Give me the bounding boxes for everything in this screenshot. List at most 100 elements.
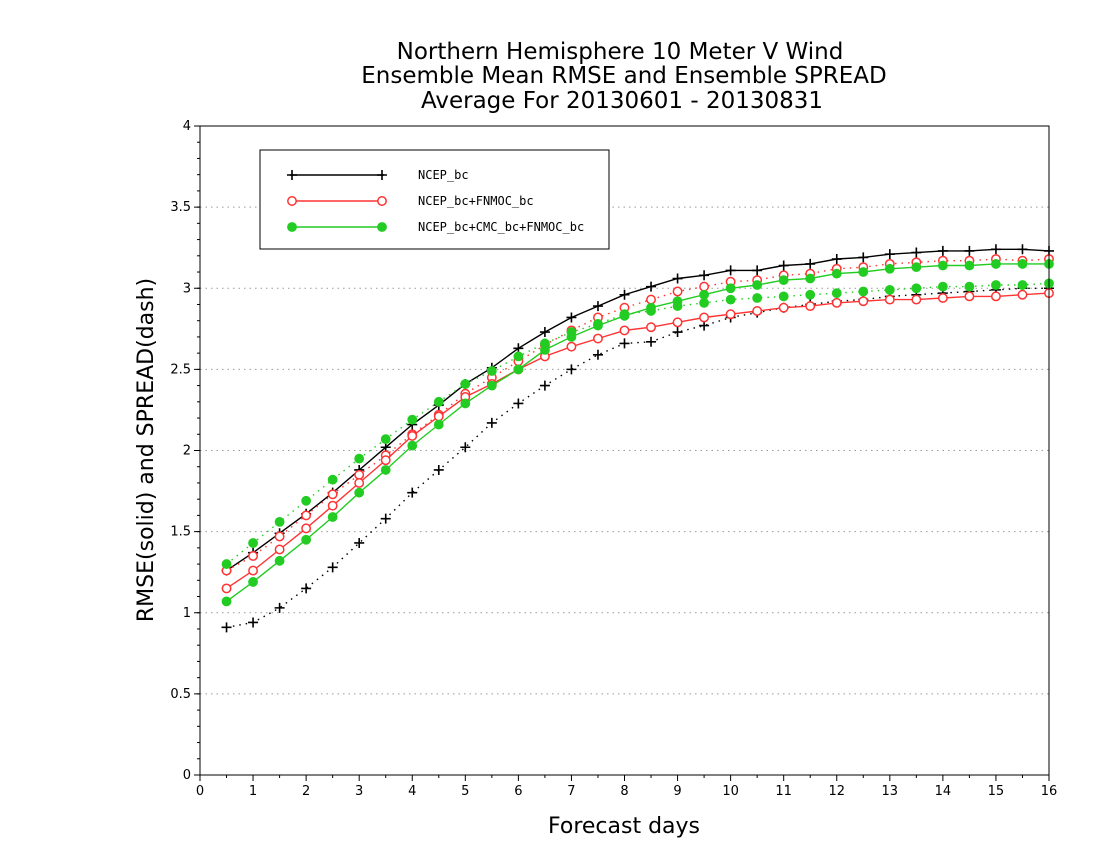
y-tick-label: 3.5 <box>170 200 191 215</box>
filled-circle-marker <box>937 281 948 292</box>
plus-marker <box>699 270 710 281</box>
plus-marker <box>1017 244 1028 255</box>
y-tick-label: 1.5 <box>170 525 191 540</box>
filled-circle-marker <box>831 268 842 279</box>
plus-marker <box>566 312 577 323</box>
filled-circle-marker <box>699 289 709 300</box>
filled-circle-marker <box>377 222 387 232</box>
plus-marker <box>619 289 630 300</box>
spread-line <box>226 287 1049 629</box>
x-tick-label: 15 <box>988 784 1005 799</box>
plus-marker <box>566 364 577 375</box>
open-circle-marker <box>964 291 975 302</box>
plus-marker <box>274 602 285 613</box>
open-circle-marker <box>301 523 312 534</box>
filled-circle-marker <box>619 310 630 321</box>
filled-circle-marker <box>778 275 789 286</box>
x-tick-label: 10 <box>722 784 739 799</box>
plus-marker <box>513 398 524 409</box>
y-tick-label: 3 <box>183 281 191 296</box>
plus-marker <box>380 513 391 524</box>
x-tick-label: 2 <box>302 784 310 799</box>
open-circle-marker <box>380 455 391 466</box>
filled-circle-marker <box>884 284 895 295</box>
filled-circle-marker <box>486 380 497 391</box>
filled-circle-marker <box>778 291 789 302</box>
rmse-line <box>226 263 1049 602</box>
filled-circle-marker <box>699 297 709 308</box>
open-circle-marker <box>778 302 789 313</box>
x-tick-label: 13 <box>882 784 899 799</box>
open-circle-marker <box>354 469 365 480</box>
filled-circle-marker <box>354 487 365 498</box>
open-circle-marker <box>354 478 365 488</box>
spread-line <box>226 258 1050 572</box>
x-tick-label: 11 <box>775 784 792 799</box>
filled-circle-marker <box>287 222 297 232</box>
filled-circle-marker <box>911 262 922 273</box>
x-tick-label: 1 <box>249 784 257 799</box>
filled-circle-marker <box>1017 259 1028 269</box>
filled-circle-marker <box>221 596 232 607</box>
open-circle-marker <box>725 309 736 320</box>
open-circle-marker <box>699 312 710 323</box>
filled-circle-marker <box>221 559 232 569</box>
filled-circle-marker <box>513 351 524 362</box>
filled-circle-marker <box>327 512 338 522</box>
plus-marker <box>964 245 975 256</box>
series-NCEP_bc+FNMOC_bc <box>221 254 1054 594</box>
open-circle-marker <box>1017 289 1028 300</box>
filled-circle-marker <box>805 273 816 284</box>
plus-marker <box>672 327 683 338</box>
filled-circle-marker <box>911 283 922 294</box>
filled-circle-marker <box>991 280 1001 290</box>
plus-marker <box>221 622 232 633</box>
open-circle-marker <box>619 325 630 336</box>
filled-circle-marker <box>327 474 338 485</box>
chart-title: Northern Hemisphere 10 Meter V Wind Ense… <box>361 39 886 114</box>
open-circle-marker <box>699 281 710 292</box>
filled-circle-marker <box>991 259 1001 269</box>
x-tick-label: 4 <box>408 784 416 799</box>
title-line-3: Average For 20130601 - 20130831 <box>421 88 823 114</box>
filled-circle-marker <box>301 534 312 545</box>
series-layer <box>221 244 1054 633</box>
filled-circle-marker <box>1017 280 1028 290</box>
plus-marker <box>831 254 842 265</box>
open-circle-marker <box>805 301 816 312</box>
open-circle-marker <box>937 293 948 303</box>
plus-marker <box>327 562 338 573</box>
plus-marker <box>539 327 550 338</box>
series-NCEP_bc <box>221 244 1054 633</box>
filled-circle-marker <box>274 516 285 527</box>
filled-circle-marker <box>752 280 763 290</box>
x-tick-label: 7 <box>567 784 575 799</box>
x-tick-label: 8 <box>620 784 628 799</box>
plus-marker <box>539 380 550 391</box>
x-tick-label: 5 <box>461 784 469 799</box>
plus-marker <box>858 252 869 263</box>
filled-circle-marker <box>486 366 497 376</box>
filled-circle-marker <box>725 283 736 294</box>
legend: NCEP_bc NCEP_bc+FNMOC_bc NCEP_bc+CMC_bc+FN… <box>259 149 610 250</box>
axes-layer: 00.511.522.533.540 1 2 3 4 5 6 7 8 9 10 11 12 13 14 15 1… <box>170 119 1057 799</box>
y-tick-label: 2 <box>183 444 191 459</box>
plus-marker <box>248 617 259 628</box>
plus-marker <box>646 281 657 292</box>
plus-marker <box>672 273 683 284</box>
x-tick-label: 3 <box>355 784 363 799</box>
title-line-2: Ensemble Mean RMSE and Ensemble SPREAD <box>361 63 886 89</box>
plus-marker <box>805 258 816 269</box>
x-axis-title: Forecast days <box>548 814 700 839</box>
open-circle-marker <box>248 565 259 576</box>
open-circle-marker <box>672 317 683 328</box>
plus-marker <box>377 170 387 180</box>
spread-line <box>226 282 1050 565</box>
x-tick-label: 16 <box>1041 784 1058 799</box>
filled-circle-marker <box>460 379 471 389</box>
legend-box <box>259 149 610 250</box>
rmse-line <box>226 248 1050 572</box>
filled-circle-marker <box>540 345 550 355</box>
open-circle-marker <box>672 286 683 297</box>
